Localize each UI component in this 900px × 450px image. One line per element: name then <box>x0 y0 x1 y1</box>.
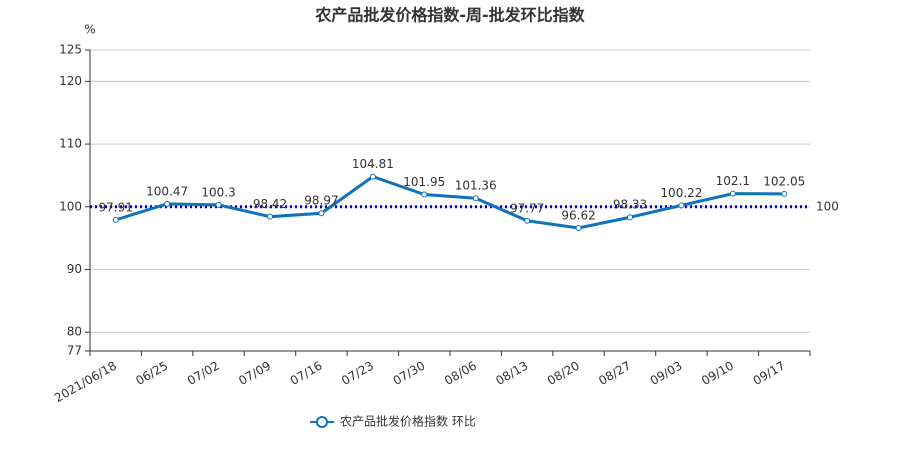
y-axis-unit: % <box>84 23 95 37</box>
legend-label: 农产品批发价格指数 环比 <box>340 414 476 429</box>
data-point <box>318 210 325 217</box>
data-label: 101.36 <box>455 179 497 193</box>
data-point <box>215 201 222 208</box>
data-point <box>524 217 531 224</box>
x-tick-label: 08/27 <box>596 359 633 388</box>
data-label: 104.81 <box>352 157 394 171</box>
data-point <box>164 200 171 207</box>
data-point <box>421 191 428 198</box>
data-label: 98.42 <box>253 197 287 211</box>
data-point <box>627 214 633 221</box>
data-label: 98.97 <box>304 194 338 208</box>
data-label: 98.33 <box>613 198 647 212</box>
x-tick-label: 08/13 <box>493 359 530 388</box>
data-point <box>575 224 582 231</box>
x-tick-label: 08/20 <box>545 359 582 388</box>
data-label: 96.62 <box>561 208 595 222</box>
y-tick-label: 110 <box>59 137 82 151</box>
data-label: 97.77 <box>510 201 544 215</box>
y-tick-label: 80 <box>67 325 82 339</box>
data-label: 100.3 <box>201 185 235 199</box>
legend-icon <box>316 416 328 428</box>
data-label: 101.95 <box>403 175 445 189</box>
series-line <box>115 174 785 230</box>
data-point <box>267 213 273 220</box>
x-tick-label: 07/02 <box>185 359 222 388</box>
y-tick-label: 90 <box>67 262 82 276</box>
data-point <box>678 202 685 209</box>
x-tick-label: 09/03 <box>648 359 685 388</box>
x-tick-label: 09/17 <box>751 359 788 388</box>
x-tick-label: 07/23 <box>339 359 376 388</box>
x-tick-label: 2021/06/18 <box>52 359 119 406</box>
data-label: 102.1 <box>716 174 750 188</box>
y-tick-label: 125 <box>59 43 82 57</box>
data-point <box>781 190 788 197</box>
data-point <box>369 173 376 180</box>
x-tick-label: 08/06 <box>442 359 479 388</box>
x-tick-label: 06/25 <box>133 359 170 388</box>
y-tick-label: 120 <box>59 74 82 88</box>
data-point <box>729 190 736 197</box>
data-point <box>472 195 479 202</box>
chart-title: 农产品批发价格指数-周-批发环比指数 <box>314 6 585 25</box>
x-tick-label: 07/16 <box>288 359 325 388</box>
data-label: 100.47 <box>146 184 188 198</box>
mark-line-label: 100 <box>816 199 839 213</box>
y-tick-label: 77 <box>67 344 82 358</box>
data-label: 100.22 <box>660 186 702 200</box>
data-point <box>112 216 119 223</box>
x-tick-label: 07/30 <box>391 359 428 388</box>
x-tick-label: 07/09 <box>236 359 273 388</box>
x-tick-label: 09/10 <box>699 359 736 388</box>
data-label: 102.05 <box>763 174 805 188</box>
y-tick-label: 100 <box>59 199 82 213</box>
data-label: 97.91 <box>99 200 133 214</box>
